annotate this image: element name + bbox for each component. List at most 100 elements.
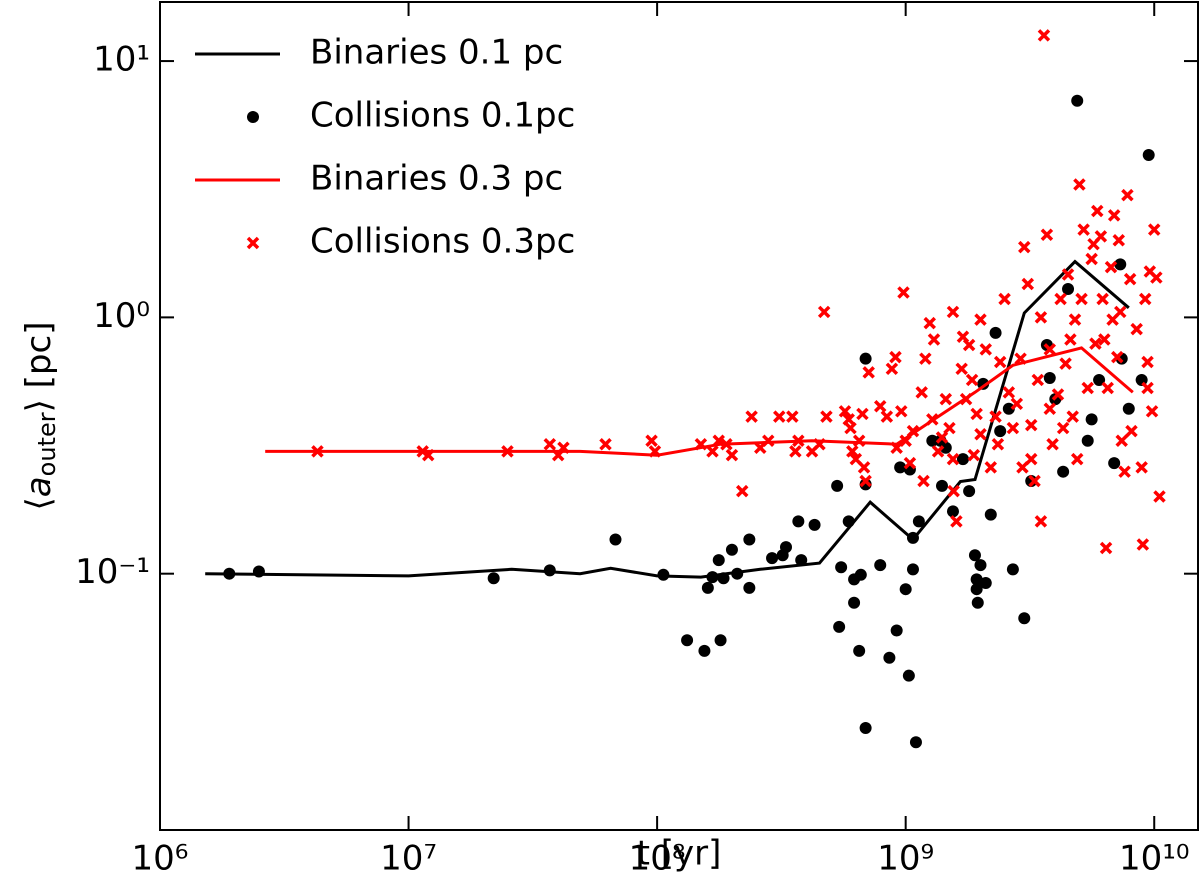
point: [946, 305, 960, 319]
point: [422, 448, 435, 462]
point: [1062, 283, 1075, 296]
point: [991, 437, 1005, 451]
point: [1147, 223, 1161, 236]
point: [813, 437, 826, 451]
y-tick-label: 10⁻¹: [75, 552, 150, 592]
point: [1018, 240, 1031, 254]
point: [1057, 465, 1070, 478]
point: [557, 441, 570, 454]
point: [789, 445, 802, 458]
point: [648, 445, 662, 458]
point: [1089, 337, 1102, 350]
point: [779, 541, 792, 554]
plot-frame: [159, 1, 1199, 831]
point: [895, 405, 908, 418]
point: [1021, 277, 1035, 291]
point: [955, 362, 968, 376]
point: [885, 362, 899, 376]
point: [725, 543, 738, 556]
point: [1028, 474, 1041, 488]
point: [1014, 352, 1027, 365]
point: [959, 392, 973, 406]
point: [993, 355, 1007, 369]
point: [873, 400, 887, 413]
point: [1002, 386, 1016, 399]
legend-label: Collisions 0.3pc: [310, 222, 575, 262]
point: [846, 445, 859, 458]
point: [897, 286, 910, 299]
point: [766, 552, 779, 565]
point: [792, 434, 805, 448]
point: [1122, 402, 1135, 415]
point: [970, 583, 983, 596]
point: [968, 549, 981, 562]
legend-marker: [246, 236, 260, 250]
point: [989, 326, 1002, 339]
point: [543, 564, 556, 577]
point: [1068, 313, 1082, 326]
point: [1098, 333, 1111, 346]
point: [935, 431, 949, 444]
point: [970, 573, 983, 586]
point: [1037, 29, 1051, 42]
y-label-close: ⟩ [pc]: [19, 322, 59, 413]
point: [1040, 228, 1054, 242]
point: [714, 634, 727, 647]
point: [1108, 457, 1121, 470]
point: [1114, 305, 1127, 319]
y-tick-label: 10¹: [93, 40, 150, 80]
point: [1066, 410, 1079, 423]
point: [984, 461, 998, 474]
point: [1006, 563, 1019, 576]
point: [989, 410, 1002, 423]
plot-area: [205, 29, 1166, 749]
point: [712, 434, 725, 448]
point: [1141, 381, 1154, 395]
point: [1064, 333, 1077, 346]
point: [1024, 452, 1038, 466]
point: [762, 434, 775, 448]
x-tick-label: 10⁸: [629, 839, 686, 879]
point: [1121, 188, 1134, 202]
point: [923, 316, 936, 330]
point: [889, 350, 902, 364]
point: [1115, 434, 1128, 448]
point: [857, 461, 871, 474]
point: [1123, 272, 1137, 286]
point: [963, 485, 976, 498]
point: [859, 352, 872, 365]
point: [1111, 350, 1124, 364]
point: [1081, 434, 1094, 447]
point: [720, 437, 733, 451]
point: [842, 413, 855, 426]
legend-label: Binaries 0.1 pc: [310, 33, 563, 73]
point: [1043, 372, 1056, 385]
point: [939, 392, 953, 406]
point: [890, 624, 903, 637]
point: [820, 410, 833, 423]
point: [831, 479, 844, 492]
point: [853, 644, 866, 657]
point: [706, 445, 719, 458]
point: [880, 410, 894, 423]
point: [1018, 612, 1031, 625]
point: [906, 531, 919, 544]
point: [903, 456, 917, 470]
point: [645, 434, 658, 448]
point: [1107, 209, 1121, 222]
point: [1114, 258, 1127, 271]
point: [899, 583, 912, 596]
point: [962, 338, 976, 352]
point: [1075, 292, 1088, 306]
point: [915, 386, 928, 399]
point: [501, 445, 514, 458]
point: [1125, 424, 1138, 438]
point: [1135, 461, 1148, 474]
point: [1136, 538, 1150, 551]
y-label-var: a: [19, 476, 59, 497]
point: [1054, 292, 1067, 306]
point: [906, 424, 920, 438]
point: [311, 445, 324, 458]
point: [946, 452, 960, 466]
